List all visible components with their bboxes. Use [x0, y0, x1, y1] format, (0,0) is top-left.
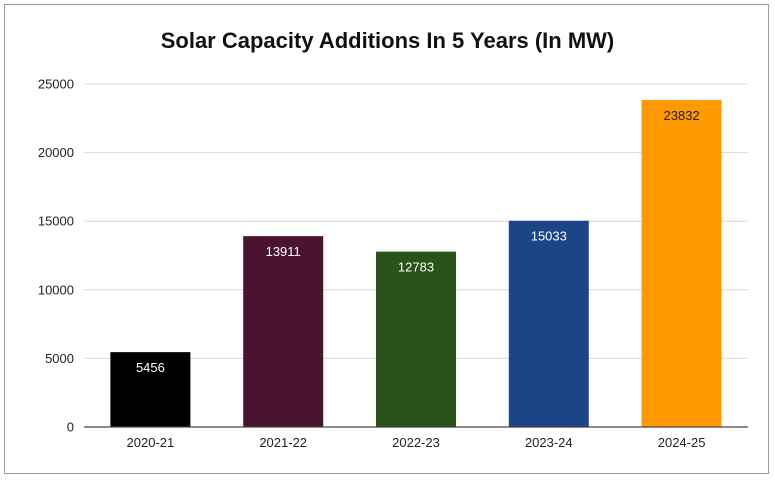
bar-2020-21	[110, 352, 191, 427]
y-tick-label-15000: 15000	[38, 214, 74, 229]
data-label-2022-23: 12783	[398, 260, 434, 275]
x-tick-label-2022-23: 2022-23	[392, 435, 440, 450]
bar-2022-23	[376, 251, 456, 427]
data-label-2021-22: 13911	[266, 244, 301, 259]
y-tick-label-5000: 5000	[45, 351, 74, 366]
data-label-2024-25: 23832	[664, 108, 700, 123]
y-tick-label-20000: 20000	[38, 145, 74, 160]
bar-2023-24	[508, 220, 589, 427]
labels: 0 5000 10000 15000 20000 25000 5456 2020-21 1391…	[38, 77, 706, 451]
data-label-2023-24: 15033	[531, 229, 567, 244]
bar-2021-22	[243, 236, 324, 427]
data-label-2020-21: 5456	[136, 360, 165, 375]
y-tick-label-25000: 25000	[38, 77, 74, 92]
chart-title: Solar Capacity Additions In 5 Years (In …	[160, 28, 615, 53]
x-tick-label-2024-25: 2024-25	[658, 435, 706, 450]
y-tick-label-10000: 10000	[38, 282, 74, 297]
bar-2024-25	[641, 100, 722, 427]
x-tick-label-2020-21: 2020-21	[127, 435, 175, 450]
bars	[110, 100, 722, 427]
x-tick-label-2021-22: 2021-22	[259, 435, 307, 450]
y-tick-label-0: 0	[67, 420, 74, 435]
x-tick-label-2023-24: 2023-24	[525, 435, 573, 450]
